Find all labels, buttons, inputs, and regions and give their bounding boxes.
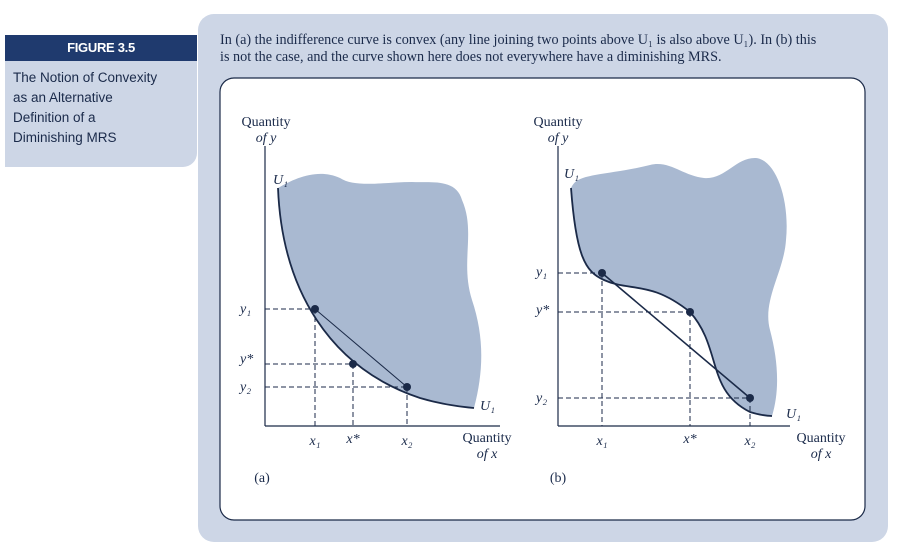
- figure-title-line: Diminishing MRS: [13, 130, 117, 145]
- panel-b: Quantity of y U₁ U₁ y₁ y* y₂ x₁ x* x₂ Qu…: [534, 115, 846, 486]
- point-b-star: [686, 308, 694, 316]
- y-tick-label: y₁: [238, 302, 251, 317]
- x-tick-label: x₁: [308, 434, 320, 449]
- y-axis-label-b: of y: [548, 131, 569, 146]
- figure-title-line: The Notion of Convexity: [13, 70, 158, 85]
- x-axis-label-a: of x: [477, 447, 498, 462]
- figure-number: FIGURE 3.5: [5, 35, 197, 61]
- y-tick-label: y*: [238, 352, 253, 367]
- caption-line: is not the case, and the curve shown her…: [220, 49, 722, 65]
- point-b1: [598, 269, 606, 277]
- point-a2: [403, 383, 411, 391]
- figure-title: The Notion of Convexity as an Alternativ…: [13, 68, 193, 148]
- x-tick-label: x*: [682, 432, 696, 447]
- x-tick-label: x₂: [400, 434, 412, 449]
- point-a1: [311, 305, 319, 313]
- y-tick-label: y₂: [534, 391, 547, 406]
- y-tick-label: y₁: [534, 265, 547, 280]
- panel-a: Quantity of y U₁ U₁ y₁ y* y₂ x₁ x* x₂ Qu…: [238, 115, 512, 486]
- chord-a: [314, 308, 408, 388]
- x-tick-label: x₁: [595, 434, 607, 449]
- point-b2: [746, 394, 754, 402]
- y-tick-label: y₂: [238, 380, 251, 395]
- preferred-region-b: [571, 157, 787, 416]
- curve-label-top-b: U₁: [564, 167, 579, 182]
- y-tick-label: y*: [534, 303, 549, 318]
- x-axis-label-b: Quantity: [797, 431, 846, 446]
- x-tick-label: x₂: [743, 434, 755, 449]
- indifference-curve-a: [277, 187, 475, 409]
- panel-label-a: (a): [254, 471, 270, 486]
- figure-title-line: as an Alternative: [13, 90, 113, 105]
- x-axis-label-b: of x: [811, 447, 832, 462]
- panel-label-b: (b): [550, 471, 567, 486]
- y-axis-label-a: of y: [256, 131, 277, 146]
- x-axis-label-a: Quantity: [463, 431, 512, 446]
- point-a-star: [349, 360, 357, 368]
- x-tick-label: x*: [345, 432, 359, 447]
- caption-line: In (a) the indifference curve is convex …: [220, 32, 817, 48]
- figure-caption: In (a) the indifference curve is convex …: [220, 32, 875, 66]
- y-axis-label-b: Quantity: [534, 115, 583, 130]
- curve-label-top-a: U₁: [273, 173, 288, 188]
- curve-label-bottom-b: U₁: [786, 407, 801, 422]
- preferred-region-a: [278, 173, 482, 408]
- figure-sidebar: FIGURE 3.5 The Notion of Convexity as an…: [5, 35, 197, 167]
- curve-label-bottom-a: U₁: [480, 399, 495, 414]
- figure-title-line: Definition of a: [13, 110, 96, 125]
- chord-b: [601, 272, 751, 399]
- y-axis-label-a: Quantity: [242, 115, 291, 130]
